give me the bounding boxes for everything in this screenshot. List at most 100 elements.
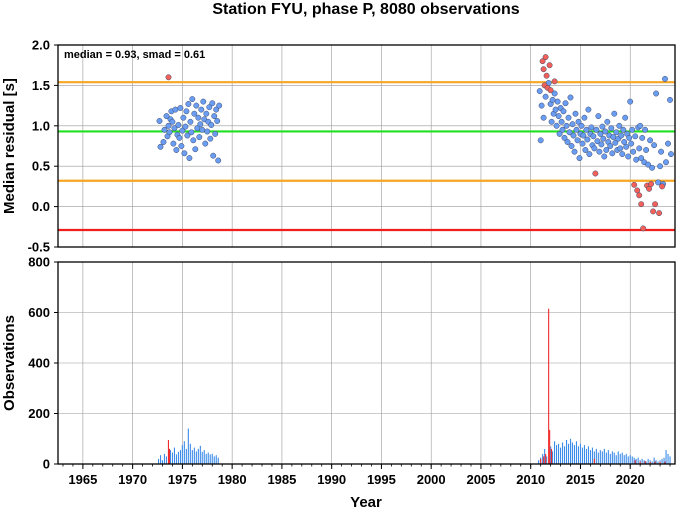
residual-point bbox=[603, 147, 610, 153]
residual-point bbox=[160, 139, 167, 145]
observation-bar bbox=[653, 457, 655, 464]
residual-point bbox=[633, 156, 640, 163]
outlier-point bbox=[636, 192, 643, 199]
residual-point bbox=[658, 148, 665, 155]
residual-point bbox=[540, 114, 547, 121]
observation-bar bbox=[607, 450, 609, 464]
residual-point bbox=[211, 113, 218, 120]
residual-panel-frame bbox=[57, 44, 676, 248]
residual-point bbox=[538, 102, 545, 109]
observation-bar bbox=[556, 445, 558, 464]
observation-bar bbox=[605, 452, 607, 464]
observation-bar bbox=[663, 457, 665, 464]
residual-point bbox=[178, 143, 185, 149]
observation-bar bbox=[645, 461, 647, 464]
residual-point bbox=[186, 155, 193, 162]
outlier-point bbox=[551, 78, 558, 85]
outlier-point bbox=[648, 181, 655, 187]
residual-point bbox=[623, 143, 630, 150]
observation-bar bbox=[583, 445, 585, 464]
residual-point bbox=[171, 125, 178, 132]
year-x-tick-label: 2005 bbox=[466, 472, 495, 487]
observation-bar bbox=[593, 451, 595, 464]
residual-point bbox=[657, 163, 664, 170]
residual-y-tick-label: 0.5 bbox=[32, 159, 50, 174]
residual-point bbox=[202, 140, 209, 147]
observation-bar bbox=[552, 451, 554, 464]
outlier-point bbox=[631, 181, 638, 188]
observation-bar bbox=[625, 453, 627, 464]
residual-point bbox=[627, 98, 634, 105]
observation-bar bbox=[597, 452, 599, 464]
residual-point bbox=[611, 110, 618, 117]
residual-point bbox=[594, 138, 601, 145]
residual-y-ticks: -0.5 0.0 0.5 1.0 1.5 2.0 bbox=[28, 38, 58, 255]
observation-bar bbox=[647, 458, 649, 464]
residual-point bbox=[576, 155, 583, 162]
residual-point bbox=[180, 114, 187, 121]
observations-y-tick-label: 200 bbox=[28, 406, 50, 421]
residual-point bbox=[558, 118, 565, 125]
year-x-tick-label: 2020 bbox=[616, 472, 645, 487]
residual-point bbox=[549, 96, 556, 103]
residual-point bbox=[622, 114, 629, 121]
outlier-observation-bar bbox=[540, 458, 542, 464]
residual-point bbox=[183, 108, 190, 115]
residual-point bbox=[597, 130, 604, 137]
outlier-observation-bar bbox=[168, 448, 170, 464]
residual-point bbox=[562, 100, 569, 107]
observation-bar bbox=[571, 442, 573, 464]
residual-point bbox=[618, 132, 625, 139]
observation-bar bbox=[587, 446, 589, 464]
outlier-observation-bar bbox=[649, 462, 651, 464]
residual-point bbox=[625, 153, 632, 160]
residual-point bbox=[556, 130, 563, 137]
outlier-point bbox=[640, 225, 647, 232]
residual-point bbox=[578, 122, 585, 129]
residual-point bbox=[181, 150, 188, 157]
residual-point bbox=[208, 122, 215, 128]
outlier-point bbox=[656, 210, 663, 217]
outlier-observation-bar bbox=[664, 461, 666, 464]
observation-bar bbox=[163, 453, 165, 464]
observation-bar bbox=[191, 450, 193, 464]
residual-point bbox=[629, 126, 636, 133]
outlier-observation-bar bbox=[167, 440, 169, 464]
chart-title: Station FYU, phase P, 8080 observations bbox=[212, 1, 519, 18]
residual-y-tick-label: 0.0 bbox=[32, 199, 50, 214]
observation-bar bbox=[570, 438, 572, 465]
observation-bar bbox=[211, 453, 213, 464]
observation-bar bbox=[667, 453, 669, 464]
residual-point bbox=[561, 134, 568, 141]
residual-point bbox=[196, 134, 203, 141]
observation-bar bbox=[177, 451, 179, 464]
residual-point bbox=[642, 126, 649, 133]
residual-point bbox=[156, 118, 163, 124]
observation-bar bbox=[215, 455, 217, 464]
observation-bar bbox=[665, 450, 667, 464]
residual-point bbox=[165, 122, 172, 129]
observation-bar bbox=[179, 450, 181, 464]
residual-point bbox=[170, 140, 177, 147]
residual-point bbox=[567, 94, 574, 101]
observation-bar bbox=[562, 442, 564, 464]
residual-point bbox=[199, 126, 206, 133]
outlier-observation-bar bbox=[551, 448, 553, 464]
observation-bar bbox=[617, 451, 619, 464]
observation-bar bbox=[631, 456, 633, 464]
residual-point bbox=[610, 134, 617, 141]
observation-bar bbox=[595, 448, 597, 464]
residual-point bbox=[195, 114, 202, 121]
year-x-tick-label: 1985 bbox=[267, 472, 296, 487]
observation-bar bbox=[171, 452, 173, 464]
outlier-point bbox=[540, 66, 547, 73]
observations-y-ticks: 0 200 400 600 800 bbox=[28, 255, 58, 472]
residual-point bbox=[169, 118, 176, 125]
residual-point bbox=[591, 145, 598, 152]
observation-bar bbox=[568, 443, 570, 464]
observation-bar bbox=[637, 457, 639, 464]
residual-point bbox=[157, 143, 164, 150]
residual-point bbox=[608, 125, 615, 132]
residual-point bbox=[175, 122, 182, 128]
observation-bar bbox=[591, 447, 593, 464]
